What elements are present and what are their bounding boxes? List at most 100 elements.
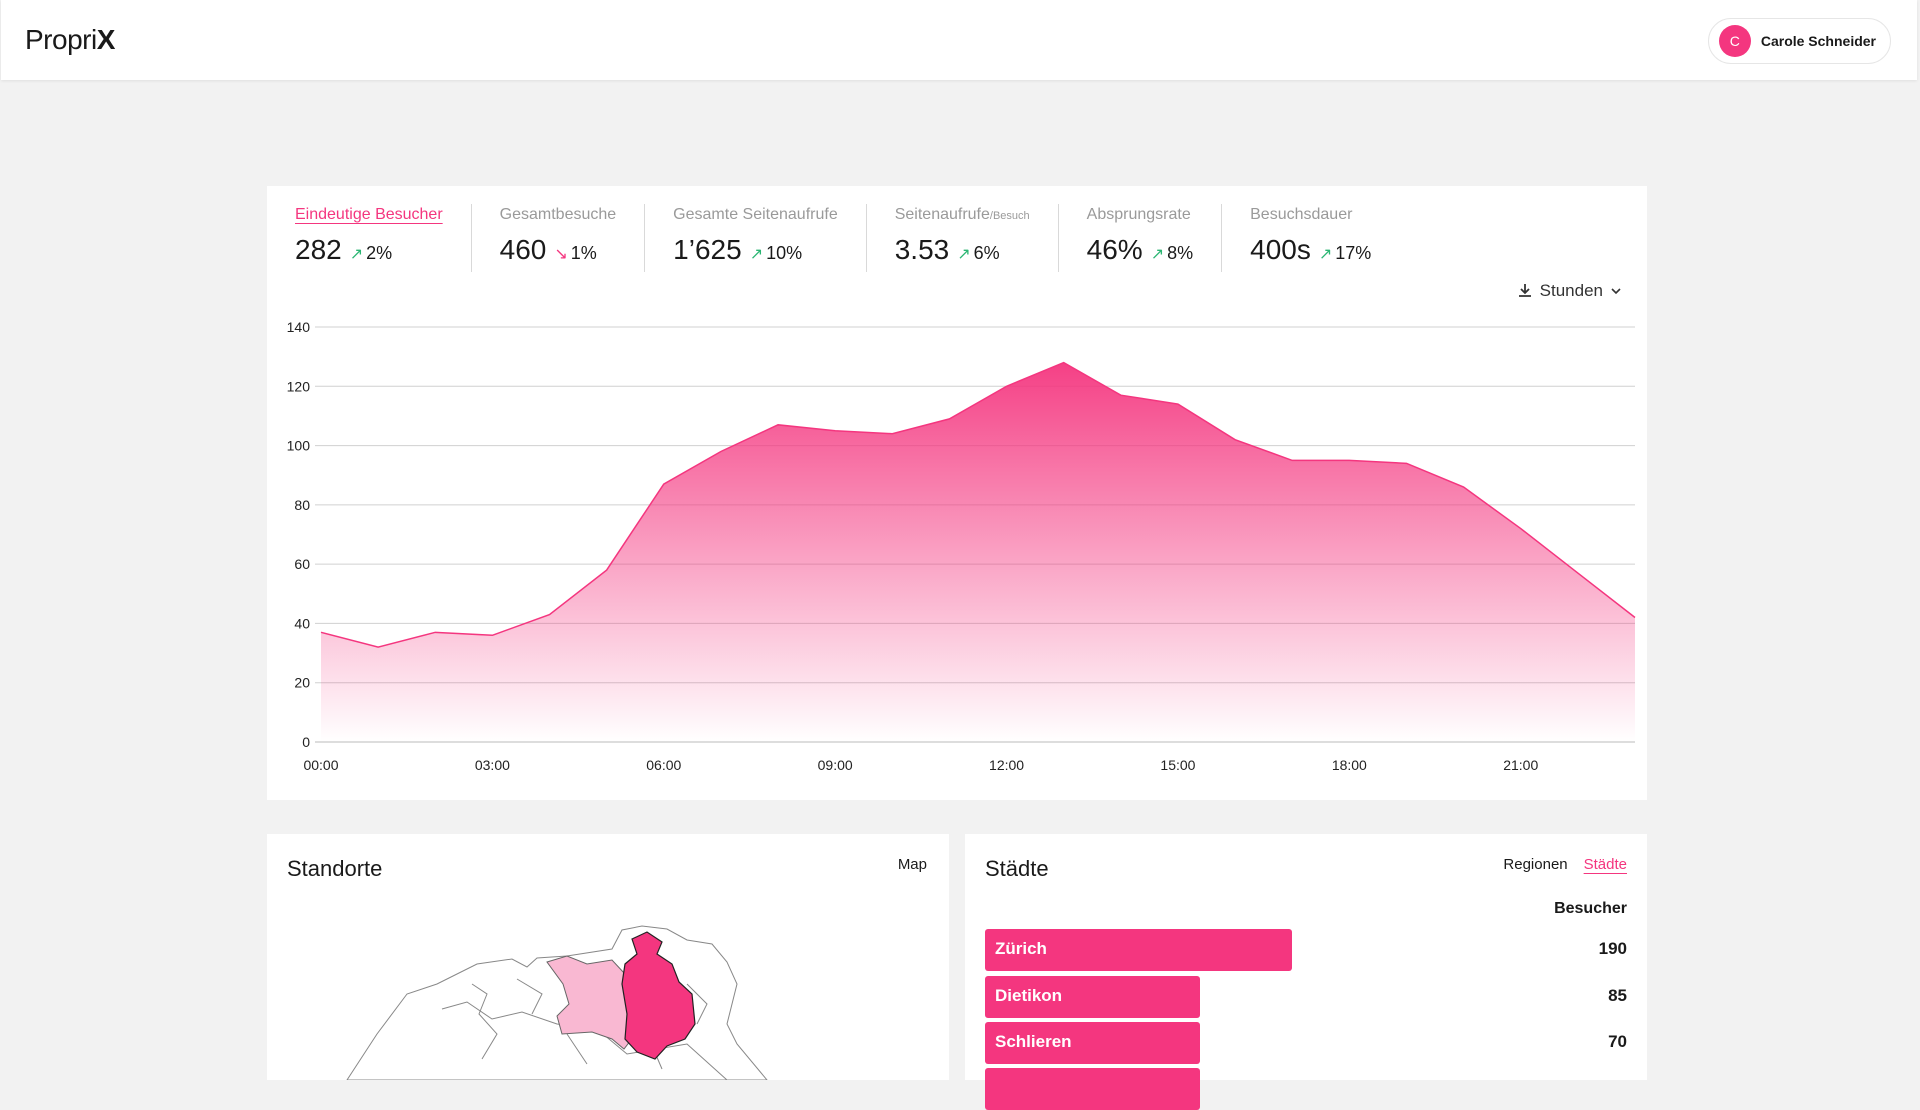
city-name: Schlieren (995, 1032, 1072, 1051)
data-point[interactable] (1118, 392, 1124, 398)
map-region-zurich[interactable] (621, 931, 696, 1060)
data-point[interactable] (832, 428, 838, 434)
cities-tabs: Regionen Städte (1503, 856, 1627, 873)
trend-up-icon: ↗ (1150, 246, 1165, 263)
data-point[interactable] (1061, 360, 1067, 366)
metric-change: 8% (1167, 243, 1194, 263)
data-point[interactable] (1004, 383, 1010, 389)
trend-up-icon: ↗ (749, 246, 764, 263)
data-point[interactable] (661, 481, 667, 487)
data-point[interactable] (432, 629, 438, 635)
app-logo[interactable]: PropriX (25, 24, 115, 55)
map-region-outline[interactable] (346, 925, 768, 1080)
data-point[interactable] (718, 449, 724, 455)
download-icon[interactable] (1516, 282, 1534, 300)
table-row[interactable] (985, 1068, 1627, 1110)
data-point[interactable] (547, 612, 553, 618)
top-bar: PropriX C Carole Schneider (1, 0, 1917, 80)
data-point[interactable] (1232, 437, 1238, 443)
cities-title: Städte (985, 856, 1049, 881)
table-row[interactable]: Zürich 190 (985, 929, 1627, 971)
metrics-tabs: Eindeutige Besucher 282 ↗ 2% Gesamtbesuche… (295, 204, 1399, 272)
data-point[interactable] (489, 632, 495, 638)
trend-down-icon: ↘ (554, 246, 568, 263)
x-tick-label: 06:00 (646, 757, 681, 773)
city-bar (985, 929, 1292, 971)
data-point[interactable] (1175, 401, 1181, 407)
map-region-outline[interactable] (441, 1001, 728, 1080)
metric-change: 6% (973, 243, 1000, 263)
trend-up-icon: ↗ (957, 246, 971, 263)
y-tick-label: 120 (287, 378, 311, 394)
area-fill (321, 362, 1635, 742)
metric-bounce-rate[interactable]: Absprungsrate 46% ↗ 8% (1057, 204, 1221, 272)
x-tick-label: 18:00 (1332, 757, 1367, 773)
map-region-outline[interactable] (471, 978, 708, 1070)
interval-label: Stunden (1539, 281, 1603, 300)
metric-visit-duration[interactable]: Besuchsdauer 400s ↗ 17% (1221, 204, 1399, 272)
interval-dropdown[interactable]: Stunden (1516, 281, 1623, 301)
column-header-visitors: Besucher (1554, 900, 1627, 917)
data-point[interactable] (1346, 457, 1352, 463)
avatar: C (1718, 25, 1751, 57)
metric-pageviews-per-visit[interactable]: Seitenaufrufe/Besuch 3.53 ↗ 6% (865, 204, 1058, 272)
y-tick-label: 40 (294, 615, 310, 631)
visitors-area-chart: 0 20 40 60 80 100 120 140 00:00 03:00 06:00 09:00 12… (287, 319, 1638, 773)
metric-value: 1’625 (673, 234, 742, 265)
data-point[interactable] (775, 422, 781, 428)
data-point[interactable] (375, 644, 381, 650)
y-tick-label: 80 (294, 497, 310, 513)
map-region-aargau[interactable] (546, 955, 638, 1050)
city-bar (985, 1022, 1200, 1064)
series-line[interactable] (320, 361, 1636, 648)
data-point[interactable] (604, 567, 610, 573)
metric-label: Eindeutige Besucher (295, 206, 443, 223)
trend-up-icon: ↗ (349, 246, 364, 263)
metric-label: Besuchsdauer (1250, 206, 1353, 223)
chevron-down-icon (1611, 288, 1621, 295)
y-tick-label: 140 (287, 319, 311, 335)
x-tick-label: 00:00 (303, 757, 338, 773)
metric-change: 10% (766, 243, 803, 263)
y-tick-label: 0 (302, 734, 310, 750)
metric-change: 17% (1335, 243, 1372, 263)
cities-panel: Städte Regionen Städte Besucher Zürich 1… (965, 834, 1647, 1110)
data-point[interactable] (318, 629, 324, 635)
locations-panel: Standorte Map (267, 834, 949, 1080)
x-tick-label: 12:00 (989, 757, 1024, 773)
metric-unique-visitors[interactable]: Eindeutige Besucher 282 ↗ 2% (295, 204, 471, 272)
locations-title: Standorte (287, 856, 383, 881)
switzerland-map[interactable] (267, 834, 949, 1080)
metric-total-pageviews[interactable]: Gesamte Seitenaufrufe 1’625 ↗ 10% (644, 204, 866, 272)
tab-staedte[interactable]: Städte (1583, 856, 1627, 873)
data-point[interactable] (946, 416, 952, 422)
city-name: Zürich (995, 939, 1047, 958)
metric-label: Seitenaufrufe/Besuch (894, 206, 1030, 223)
city-bar (985, 976, 1200, 1018)
city-value: 70 (1608, 1032, 1627, 1051)
user-menu[interactable]: C Carole Schneider (1707, 18, 1891, 64)
x-tick-label: 09:00 (818, 757, 853, 773)
user-name: Carole Schneider (1760, 33, 1876, 49)
data-point[interactable] (1632, 615, 1638, 621)
data-point[interactable] (1403, 460, 1409, 466)
table-row[interactable]: Dietikon 85 (985, 976, 1627, 1018)
y-tick-label: 20 (294, 675, 310, 691)
metric-label: Gesamte Seitenaufrufe (673, 206, 838, 223)
metric-change: 1% (570, 243, 597, 263)
map-toggle[interactable]: Map (897, 856, 927, 873)
data-point[interactable] (1518, 526, 1524, 532)
metric-value: 282 (295, 234, 342, 265)
tab-regionen[interactable]: Regionen (1503, 856, 1568, 873)
data-point[interactable] (1461, 484, 1467, 490)
data-point[interactable] (1575, 570, 1581, 576)
table-row[interactable]: Schlieren 70 (985, 1022, 1627, 1064)
data-point[interactable] (889, 431, 895, 437)
city-value: 190 (1598, 939, 1627, 958)
metric-value: 46% (1086, 234, 1143, 265)
analytics-card: Eindeutige Besucher 282 ↗ 2% Gesamtbesuche… (267, 186, 1647, 800)
city-bar (985, 1068, 1200, 1110)
metric-total-visits[interactable]: Gesamtbesuche 460 ↘ 1% (470, 204, 645, 272)
data-point[interactable] (1289, 457, 1295, 463)
y-tick-label: 60 (294, 556, 310, 572)
